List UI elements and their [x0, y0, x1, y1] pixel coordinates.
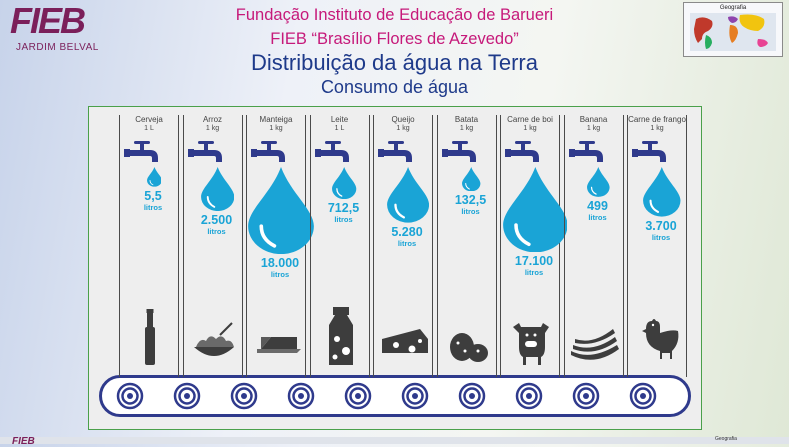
product-column-2: Arroz 1 kg 2.500 litros [182, 115, 243, 377]
product-name: Arroz [202, 115, 223, 124]
product-column-4: Leite 1 L 712,5 litros [309, 115, 370, 377]
institution-name: Fundação Instituto de Educação de Baruer… [235, 6, 554, 24]
water-tap-icon [187, 141, 222, 162]
conveyor-roller-icon [173, 382, 201, 410]
product-column-1: Cerveja 1 L 5,5 litros [119, 115, 179, 377]
water-drop-icon [332, 167, 357, 200]
liters-label: litros [588, 212, 607, 222]
map-label: Geografia [719, 5, 747, 11]
product-unit: 1 kg [650, 125, 664, 132]
liters-label: litros [397, 238, 417, 248]
product-unit: 1 kg [586, 125, 601, 132]
product-name: Leite [330, 115, 349, 124]
conveyor-roller-icon [458, 382, 486, 410]
water-amount: 132,5 [454, 193, 487, 208]
bottom-map-label: Geografia [715, 436, 737, 442]
liters-label: litros [143, 202, 163, 212]
chicken-icon [642, 319, 679, 359]
product-column-9: Carne de frango 1 kg 3.700 litros [627, 115, 687, 377]
next-slide-strip [0, 437, 789, 444]
water-drop-icon [502, 167, 568, 253]
water-tap-icon [314, 141, 349, 162]
water-amount: 499 [587, 198, 608, 213]
product-name: Queijo [391, 115, 415, 124]
water-amount: 3.700 [645, 218, 677, 233]
liters-label: litros [524, 268, 544, 278]
water-drop-icon [643, 167, 681, 217]
conveyor-roller-icon [401, 382, 429, 410]
conveyor-roller-icon [344, 382, 372, 410]
page-title: Distribuição da água na Terra [251, 50, 538, 75]
water-amount: 712,5 [327, 201, 360, 216]
bottle-icon [145, 309, 155, 365]
fieb-logo: FIEB JARDIM BELVAL [6, 0, 110, 56]
liters-label: litros [651, 232, 671, 242]
water-tap-icon [632, 141, 666, 162]
conveyor-roller-icon [287, 382, 315, 410]
page-subtitle: Consumo de água [320, 77, 469, 97]
water-tap-icon [251, 141, 285, 162]
product-column-5: Queijo 1 kg 5.280 litros [373, 115, 433, 377]
product-unit: 1 L [144, 125, 154, 132]
product-unit: 1 L [334, 125, 345, 132]
world-map-icon [690, 13, 776, 51]
water-tap-icon [378, 141, 412, 162]
product-name: Manteiga [259, 115, 293, 124]
liters-label: litros [334, 215, 353, 225]
water-drop-icon [587, 167, 610, 197]
product-column-8: Banana 1 kg 499 litros [563, 115, 624, 377]
milk-carton-icon [328, 307, 353, 365]
water-amount: 2.500 [200, 213, 233, 228]
product-column-3: Manteiga 1 kg 18.000 litros [246, 115, 314, 377]
conveyor-belt [99, 375, 691, 417]
banana-icon [570, 329, 619, 360]
product-name: Batata [454, 115, 479, 124]
product-name: Banana [579, 115, 608, 124]
cheese-icon [382, 329, 428, 353]
world-map-thumbnail: Geografia [683, 2, 783, 57]
water-amount: 17.100 [514, 254, 554, 269]
product-column-6: Batata 1 kg 132,5 litros [436, 115, 497, 377]
water-tap-icon [505, 141, 539, 162]
potato-icon [449, 333, 488, 362]
conveyor-roller-icon [515, 382, 543, 410]
fieb-logo-mark: FIEB [10, 0, 86, 41]
water-drop-icon [462, 167, 481, 192]
water-consumption-infographic: Cerveja 1 L 5,5 litros Arroz 1 kg 2.500 litros M… [88, 106, 702, 430]
school-name: FIEB “Brasílio Flores de Azevedo” [270, 30, 519, 48]
water-drop-icon [200, 167, 235, 212]
conveyor-roller-icon [629, 382, 657, 410]
rice-bowl-icon [193, 322, 234, 356]
product-unit: 1 kg [396, 125, 410, 132]
product-unit: 1 kg [269, 125, 283, 132]
water-tap-icon [124, 141, 158, 162]
water-drop-icon [146, 167, 162, 187]
conveyor-roller-icon [572, 382, 600, 410]
product-column-7: Carne de boi 1 kg 17.100 litros [500, 115, 568, 377]
product-name: Carne de frango [628, 115, 686, 124]
product-name: Carne de boi [507, 115, 553, 124]
liters-label: litros [461, 207, 480, 217]
water-drop-icon [386, 167, 429, 223]
product-unit: 1 kg [459, 125, 474, 132]
product-name: Cerveja [135, 115, 163, 124]
bottom-logo: FIEB [12, 436, 35, 447]
cow-icon [513, 323, 549, 365]
fieb-logo-caption: JARDIM BELVAL [16, 42, 99, 53]
butter-icon [257, 337, 301, 353]
water-amount: 5.280 [391, 224, 423, 239]
water-amount: 5,5 [144, 188, 162, 203]
water-amount: 18.000 [260, 256, 300, 271]
conveyor-roller-icon [230, 382, 258, 410]
product-unit: 1 kg [523, 125, 537, 132]
water-tap-icon [568, 141, 603, 162]
liters-label: litros [270, 270, 290, 280]
water-tap-icon [441, 141, 476, 162]
conveyor-roller-icon [116, 382, 144, 410]
liters-label: litros [207, 227, 226, 237]
product-unit: 1 kg [205, 125, 220, 132]
water-drop-icon [248, 167, 314, 255]
